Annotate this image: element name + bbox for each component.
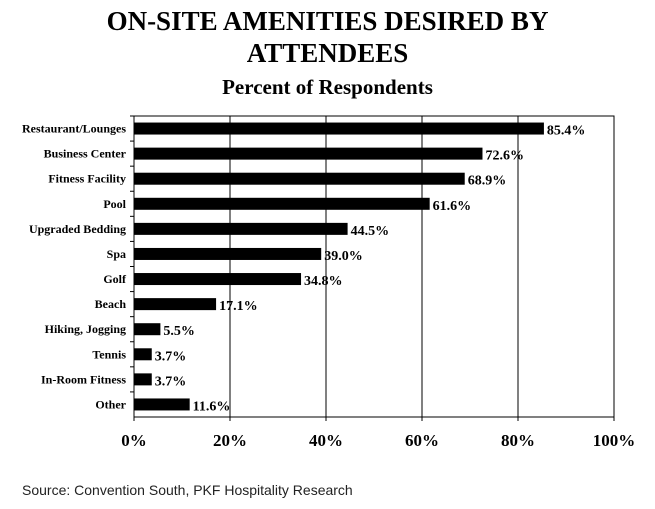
data-label: 3.7% (155, 349, 187, 364)
bar (134, 172, 465, 185)
category-label: Restaurant/Lounges (22, 122, 126, 136)
category-label: Beach (95, 297, 127, 311)
x-tick-label: 0% (121, 431, 147, 450)
data-label: 61.6% (433, 199, 472, 214)
chart-title-line2: ATTENDEES (246, 38, 409, 68)
category-label: Business Center (44, 147, 127, 161)
category-label: In-Room Fitness (41, 372, 126, 386)
data-label: 68.9% (468, 174, 507, 189)
category-label: Hiking, Jogging (45, 322, 126, 336)
category-label: Golf (103, 272, 127, 286)
bar (134, 197, 430, 210)
category-label: Upgraded Bedding (29, 222, 126, 236)
bar (134, 222, 348, 235)
data-label: 34.8% (304, 274, 343, 289)
data-label: 17.1% (219, 299, 258, 314)
bar (134, 398, 190, 411)
data-label: 39.0% (324, 249, 363, 264)
category-label: Pool (103, 197, 126, 211)
chart-subtitle: Percent of Respondents (222, 75, 433, 99)
bar (134, 348, 152, 361)
bar (134, 247, 322, 260)
data-label: 5.5% (163, 324, 195, 339)
x-tick-label: 80% (501, 431, 535, 450)
x-tick-label: 100% (593, 431, 636, 450)
plot-area-frame (133, 115, 615, 418)
data-label: 11.6% (193, 399, 231, 414)
category-label: Tennis (92, 347, 126, 361)
bar (134, 147, 483, 160)
category-label: Spa (107, 247, 126, 261)
bar (134, 122, 544, 135)
source-note: Source: Convention South, PKF Hospitalit… (22, 482, 353, 498)
data-label: 44.5% (351, 224, 390, 239)
chart-title-line1: ON-SITE AMENITIES DESIRED BY (106, 6, 549, 36)
x-tick-label: 20% (213, 431, 247, 450)
data-label: 72.6% (485, 149, 523, 164)
data-label: 3.7% (155, 374, 187, 389)
category-label: Other (95, 397, 126, 411)
bar (134, 298, 217, 311)
bar (134, 373, 152, 386)
x-tick-label: 40% (309, 431, 343, 450)
bar (134, 273, 302, 286)
x-tick-label: 60% (405, 431, 439, 450)
data-label: 85.4% (547, 124, 586, 139)
bar (134, 323, 161, 336)
category-label: Fitness Facility (48, 172, 126, 186)
